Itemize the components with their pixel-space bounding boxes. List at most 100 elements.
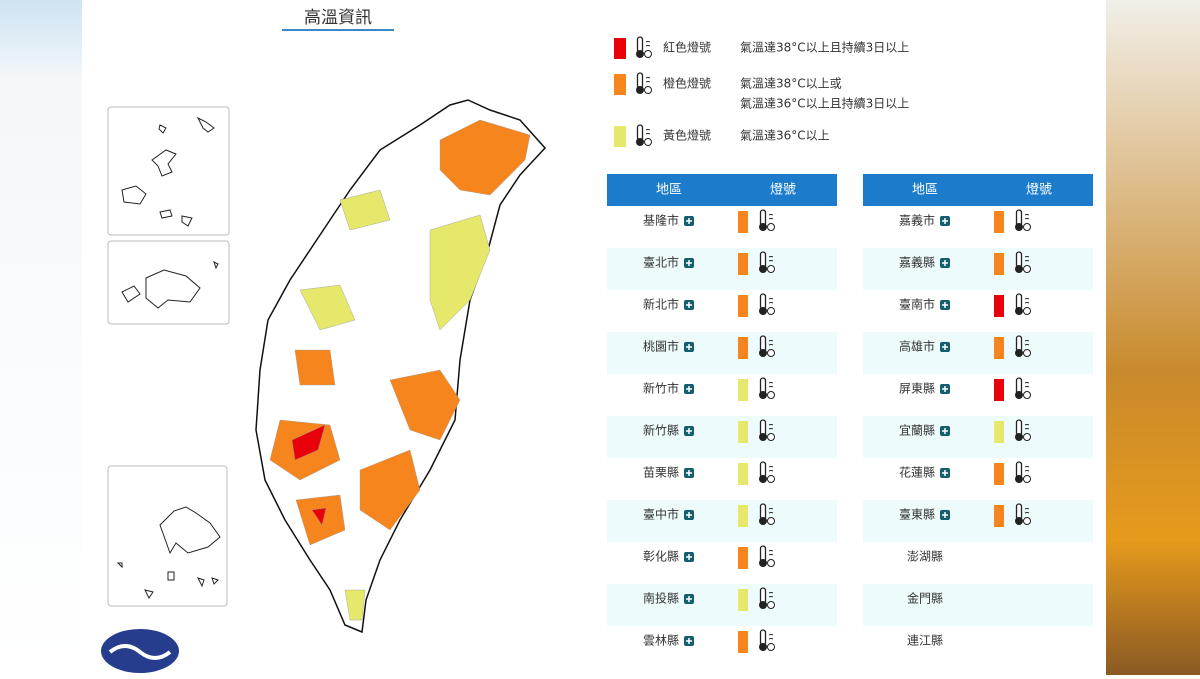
thermometer-icon	[759, 503, 775, 525]
thermo-bulb	[636, 86, 644, 94]
expand-button[interactable]	[940, 258, 950, 268]
region-name: 嘉義市	[899, 213, 935, 228]
region-name: 花蓮縣	[899, 465, 935, 480]
signal-swatch	[994, 253, 1004, 275]
region-name: 金門縣	[907, 591, 943, 606]
table-row	[863, 626, 1093, 668]
thermo-clock	[767, 559, 775, 567]
thermometer-icon	[759, 419, 775, 441]
thermometer-icon	[759, 335, 775, 357]
expand-button[interactable]	[684, 216, 694, 226]
thermo-clock	[767, 601, 775, 609]
signal-swatch	[738, 337, 748, 359]
signal-swatch	[994, 505, 1004, 527]
header-cell: 燈號	[770, 183, 796, 198]
thermo-waves	[768, 508, 774, 514]
expand-button[interactable]	[684, 300, 694, 310]
expand-button[interactable]	[940, 384, 950, 394]
thermo-waves	[768, 382, 774, 388]
expand-plus	[686, 554, 692, 560]
table-row	[607, 416, 837, 458]
expand-button[interactable]	[684, 510, 694, 520]
legend-label: 紅色燈號	[663, 40, 711, 55]
expand-button[interactable]	[940, 468, 950, 478]
table-row	[607, 332, 837, 374]
expand-button[interactable]	[684, 636, 694, 646]
thermo-waves	[1024, 298, 1030, 304]
thermometer-icon	[1015, 293, 1031, 315]
thermo-bulb	[759, 223, 767, 231]
thermometer-icon	[1015, 377, 1031, 399]
thermo-bulb	[759, 517, 767, 525]
expand-button[interactable]	[940, 300, 950, 310]
insets	[107, 106, 230, 607]
table-row	[863, 500, 1093, 542]
signal-swatch	[738, 421, 748, 443]
expand-button[interactable]	[940, 342, 950, 352]
thermo-waves	[1024, 466, 1030, 472]
signal-swatch	[994, 379, 1004, 401]
expand-button[interactable]	[684, 552, 694, 562]
table-row	[863, 416, 1093, 458]
expand-button[interactable]	[684, 426, 694, 436]
thermo-waves	[1024, 508, 1030, 514]
region-name: 高雄市	[899, 339, 935, 354]
table-row	[863, 584, 1093, 626]
thermo-bulb	[1015, 307, 1023, 315]
expand-button[interactable]	[684, 468, 694, 478]
legend-desc: 氣溫達38°C以上且持續3日以上	[740, 40, 909, 55]
table-row	[607, 248, 837, 290]
expand-button[interactable]	[684, 594, 694, 604]
signal-swatch	[738, 463, 748, 485]
table-row	[863, 332, 1093, 374]
expand-plus	[686, 218, 692, 224]
map-areas	[269, 119, 531, 621]
expand-plus	[942, 260, 948, 266]
thermo-waves	[768, 466, 774, 472]
expand-button[interactable]	[684, 342, 694, 352]
region-name: 新竹市	[643, 381, 679, 396]
thermo-waves	[768, 550, 774, 556]
thermo-bulb	[1015, 223, 1023, 231]
expand-plus	[686, 386, 692, 392]
expand-button[interactable]	[684, 384, 694, 394]
expand-plus	[942, 512, 948, 518]
thermo-waves	[768, 298, 774, 304]
thermo-waves	[645, 77, 651, 83]
thermo-clock	[1023, 307, 1031, 315]
title: 高溫資訊	[304, 8, 372, 28]
legend-swatch	[614, 38, 626, 59]
expand-plus	[686, 638, 692, 644]
table-row	[607, 206, 837, 248]
region-name: 臺南市	[899, 297, 935, 312]
thermo-clock	[767, 433, 775, 441]
thermo-bulb	[759, 391, 767, 399]
expand-button[interactable]	[940, 510, 950, 520]
table-row	[607, 626, 837, 668]
header-cell: 地區	[656, 183, 682, 198]
thermo-clock	[767, 265, 775, 273]
expand-button[interactable]	[940, 426, 950, 436]
expand-button[interactable]	[684, 258, 694, 268]
table-row	[607, 290, 837, 332]
thermometer-icon	[636, 124, 652, 146]
region-name: 澎湖縣	[907, 549, 943, 564]
thermo-waves	[768, 214, 774, 220]
thermo-bulb	[759, 349, 767, 357]
legend-label: 黃色燈號	[663, 128, 711, 143]
expand-plus	[686, 428, 692, 434]
expand-button[interactable]	[940, 216, 950, 226]
signal-swatch	[994, 211, 1004, 233]
expand-plus	[686, 512, 692, 518]
expand-plus	[942, 218, 948, 224]
thermo-waves	[1024, 424, 1030, 430]
thermometer-icon	[759, 629, 775, 651]
thermometer-icon	[1015, 503, 1031, 525]
region-name: 連江縣	[907, 634, 943, 648]
thermo-clock	[1023, 349, 1031, 357]
region-name: 臺東縣	[899, 507, 935, 522]
thermo-bulb	[1015, 265, 1023, 273]
legend-desc: 氣溫達36°C以上	[740, 129, 830, 143]
